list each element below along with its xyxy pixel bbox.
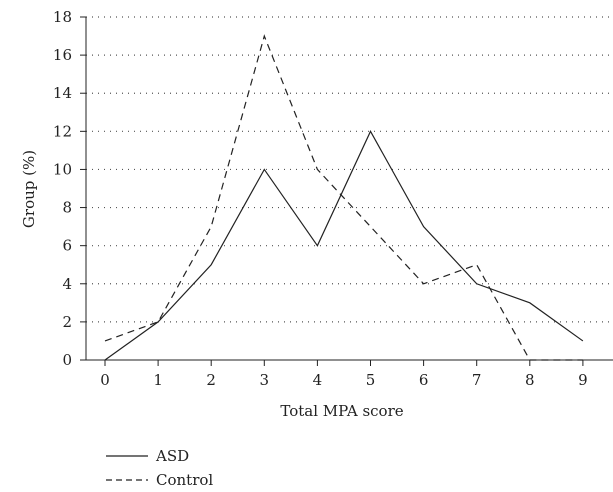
y-tick-label-14: 14 [53,84,72,102]
y-axis-title: Group (%) [20,150,38,228]
series-line-control [104,34,583,361]
series-line-asd [104,130,584,361]
y-tick-label-0: 0 [62,351,72,369]
data-series [104,34,584,361]
x-tick-label-3: 3 [260,371,270,389]
y-tick-label-10: 10 [53,160,72,178]
y-tick-label-4: 4 [62,275,72,293]
y-tick-label-8: 8 [62,199,72,217]
y-tick-label-2: 2 [62,313,72,331]
x-tick-label-6: 6 [419,371,429,389]
y-tick-label-16: 16 [53,46,72,64]
legend-label-asd: ASD [155,447,189,465]
legend: ASD Control [106,447,213,489]
x-axis-title: Total MPA score [280,402,403,420]
axes [80,16,613,366]
x-tick-label-2: 2 [206,371,216,389]
y-tick-label-12: 12 [53,122,72,140]
grid-lines [86,16,613,323]
legend-label-control: Control [156,471,213,489]
x-tick-label-9: 9 [578,371,588,389]
y-tick-label-18: 18 [53,8,72,26]
x-tick-label-8: 8 [525,371,535,389]
y-tick-label-6: 6 [62,237,72,255]
x-tick-label-1: 1 [153,371,163,389]
x-tick-label-0: 0 [100,371,110,389]
x-tick-label-5: 5 [366,371,376,389]
x-tick-label-7: 7 [472,371,482,389]
x-tick-label-4: 4 [313,371,323,389]
